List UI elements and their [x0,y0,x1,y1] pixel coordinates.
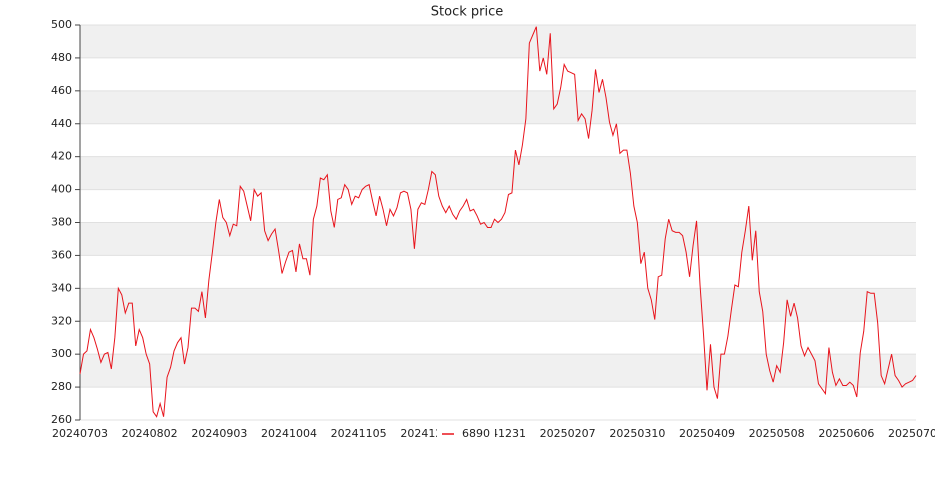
band [80,25,916,58]
x-tick-label: 20250310 [609,427,665,440]
legend-box [437,425,495,444]
legend-label: 6890 [462,427,490,440]
x-tick-label: 20241004 [261,427,317,440]
y-tick-label: 500 [51,18,72,31]
y-tick-label: 280 [51,380,72,393]
x-tick-label: 20250708 [888,427,935,440]
y-tick-label: 320 [51,314,72,327]
y-tick-label: 260 [51,413,72,426]
y-tick-label: 340 [51,281,72,294]
x-tick-label: 20240703 [52,427,108,440]
line [79,26,917,418]
x-tick-label: 20240802 [122,427,178,440]
y-tick-label: 480 [51,51,72,64]
band [80,156,916,190]
x-tick-label: 20250207 [540,427,596,440]
band [80,90,916,124]
chart-title: Stock price [431,5,503,20]
x-tick-label: 20250606 [818,427,874,440]
x-tick-label: 20250508 [749,427,805,440]
y-tick-label: 460 [51,84,72,97]
x-tick-label: 20241105 [331,427,387,440]
y-tick-label: 440 [51,117,72,130]
x-tick-label: 20240903 [191,427,247,440]
legend: 6890 [437,425,495,444]
y-tick-label: 300 [51,347,72,360]
band [80,222,916,256]
y-tick-label: 380 [51,216,72,229]
y-tick-label: 400 [51,183,72,196]
x-tick-label: 20250409 [679,427,735,440]
band [80,288,916,322]
y-tick-label: 420 [51,150,72,163]
bands [80,25,916,388]
band [80,354,916,388]
y-tick-label: 360 [51,248,72,261]
